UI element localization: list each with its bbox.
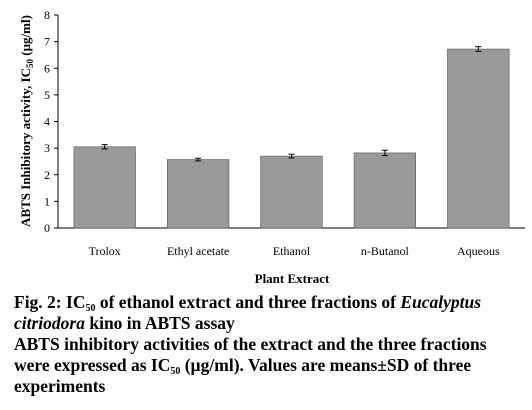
- figure-note-b: (µg/ml). Values are means±SD of three ex…: [14, 355, 472, 396]
- figure-caption: Fig. 2: IC50 of ethanol extract and thre…: [14, 292, 526, 397]
- figure-title-end: kino in ABTS assay: [84, 313, 235, 333]
- y-tick-label: 6: [44, 61, 50, 75]
- bar-chart: 0 1 2 3 4 5 6 7 8 Trolox Ethyl acetate Ethanol n-But…: [18, 8, 525, 286]
- y-tick-label: 5: [44, 88, 50, 102]
- y-tick-label: 0: [44, 221, 50, 235]
- figure-note-a: ABTS inhibitory activities of the extrac…: [14, 334, 487, 375]
- figure-note-sub: 50: [170, 366, 181, 377]
- x-tick-label: n-Butanol: [361, 244, 410, 258]
- plot-area: 0 1 2 3 4 5 6 7 8 Trolox Ethyl acetate Ethanol n-But…: [44, 8, 525, 258]
- y-axis-label-main: ABTS Inhibitory activity, IC: [18, 68, 33, 227]
- y-tick-label: 3: [44, 141, 50, 155]
- y-tick-label: 7: [44, 35, 50, 49]
- figure-title-sub: 50: [85, 303, 96, 314]
- x-tick-label: Aqueous: [457, 244, 500, 258]
- y-axis-label: ABTS Inhibitory activity, IC50 (µg/ml): [18, 15, 35, 227]
- figure-title-mid: of ethanol extract and three fractions o…: [95, 292, 401, 312]
- figure-title-label: Fig. 2: IC: [14, 292, 86, 312]
- bar: [447, 48, 510, 229]
- y-tick-label: 8: [44, 8, 50, 22]
- bar: [166, 159, 230, 229]
- bar: [353, 152, 417, 229]
- x-tick-label: Trolox: [89, 244, 121, 258]
- x-axis-label: Plant Extract: [255, 271, 330, 286]
- figure-title: Fig. 2: IC50 of ethanol extract and thre…: [14, 292, 526, 334]
- y-tick-label: 4: [44, 115, 50, 129]
- bar: [73, 146, 136, 229]
- figure-note: ABTS inhibitory activities of the extrac…: [14, 334, 526, 397]
- bar: [260, 155, 323, 229]
- x-tick-label: Ethyl acetate: [167, 244, 229, 258]
- y-axis-label-sub: 50: [25, 59, 35, 69]
- x-tick-label: Ethanol: [273, 244, 311, 258]
- figure-title-species: Eucalyptus citriodora: [14, 292, 482, 333]
- y-tick-label: 1: [44, 194, 50, 208]
- y-tick-label: 2: [44, 168, 50, 182]
- y-axis-label-unit: (µg/ml): [18, 15, 33, 59]
